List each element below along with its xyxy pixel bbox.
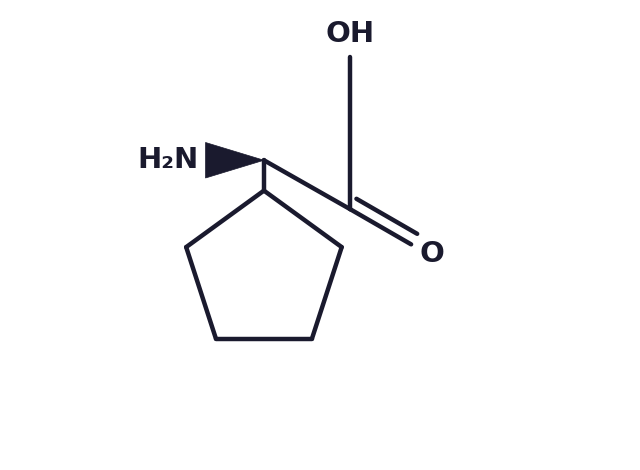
- Text: O: O: [420, 240, 445, 268]
- Text: H₂N: H₂N: [138, 146, 199, 174]
- Text: OH: OH: [326, 20, 375, 48]
- Polygon shape: [205, 142, 264, 178]
